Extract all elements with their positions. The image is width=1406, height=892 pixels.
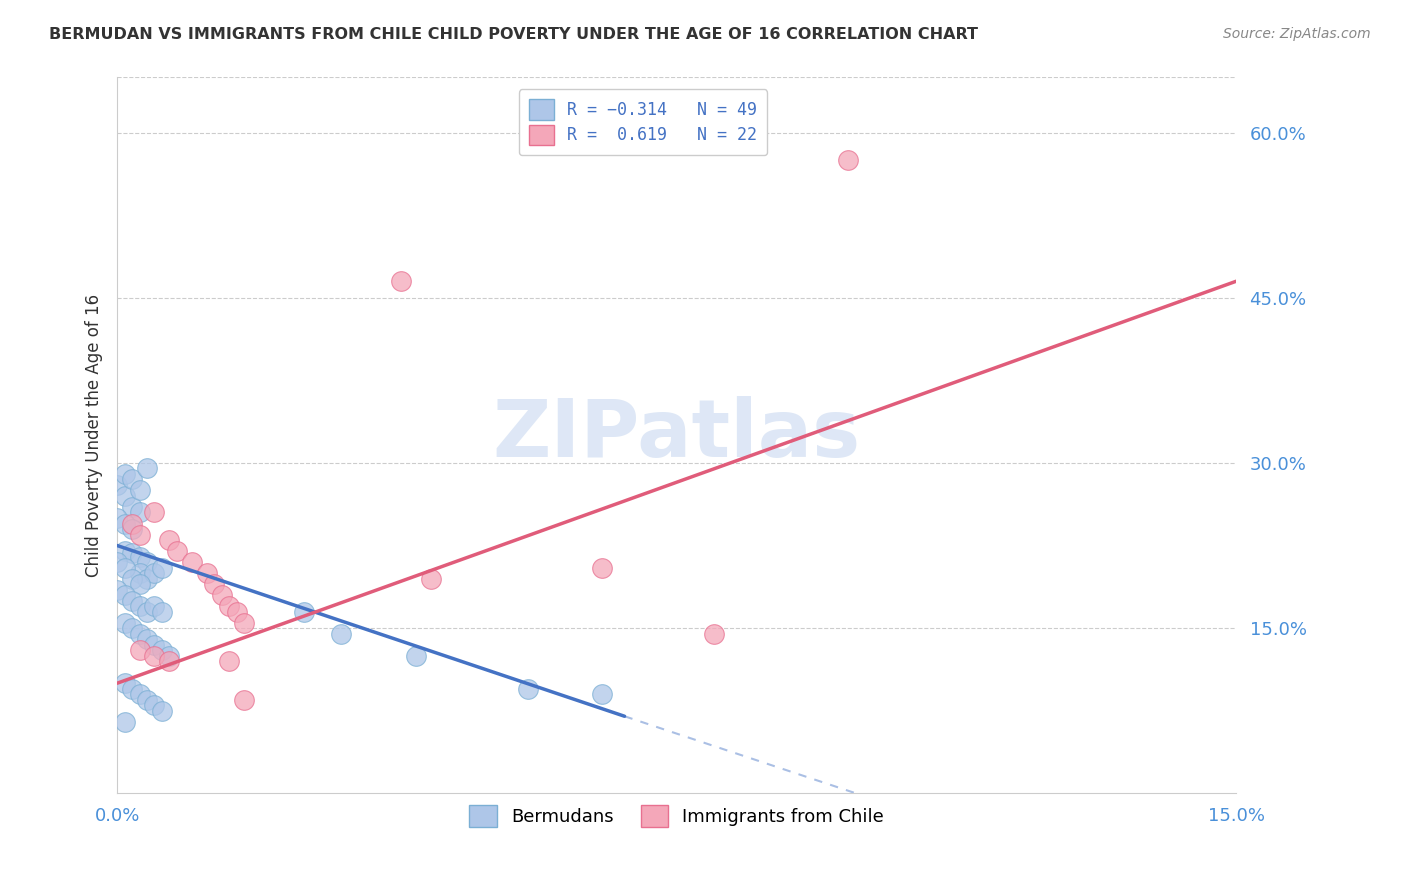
Point — [233, 615, 256, 630]
Point — [225, 605, 247, 619]
Point — [150, 704, 173, 718]
Point — [114, 676, 136, 690]
Y-axis label: Child Poverty Under the Age of 16: Child Poverty Under the Age of 16 — [86, 293, 103, 577]
Point — [121, 546, 143, 560]
Point — [143, 698, 166, 713]
Point — [128, 506, 150, 520]
Text: BERMUDAN VS IMMIGRANTS FROM CHILE CHILD POVERTY UNDER THE AGE OF 16 CORRELATION : BERMUDAN VS IMMIGRANTS FROM CHILE CHILD … — [49, 27, 979, 42]
Point — [105, 555, 128, 569]
Point — [166, 544, 188, 558]
Point — [136, 692, 159, 706]
Point — [419, 572, 441, 586]
Point — [128, 626, 150, 640]
Point — [218, 654, 240, 668]
Point — [591, 560, 613, 574]
Point — [703, 626, 725, 640]
Point — [330, 626, 353, 640]
Point — [389, 274, 412, 288]
Point — [150, 605, 173, 619]
Point — [150, 643, 173, 657]
Point — [128, 599, 150, 613]
Point — [128, 577, 150, 591]
Legend: Bermudans, Immigrants from Chile: Bermudans, Immigrants from Chile — [463, 798, 891, 834]
Point — [292, 605, 315, 619]
Point — [195, 566, 218, 580]
Point — [143, 638, 166, 652]
Point — [128, 549, 150, 564]
Point — [211, 588, 233, 602]
Text: ZIPatlas: ZIPatlas — [492, 396, 860, 475]
Point — [128, 527, 150, 541]
Point — [202, 577, 225, 591]
Point — [105, 478, 128, 492]
Point — [405, 648, 427, 663]
Point — [114, 467, 136, 481]
Point — [121, 522, 143, 536]
Point — [136, 572, 159, 586]
Point — [121, 516, 143, 531]
Point — [143, 599, 166, 613]
Point — [114, 489, 136, 503]
Point — [143, 506, 166, 520]
Point — [157, 654, 180, 668]
Point — [114, 560, 136, 574]
Point — [121, 621, 143, 635]
Point — [121, 681, 143, 696]
Point — [150, 560, 173, 574]
Point — [121, 473, 143, 487]
Point — [114, 516, 136, 531]
Point — [180, 555, 202, 569]
Point — [136, 555, 159, 569]
Point — [837, 153, 859, 167]
Point — [114, 544, 136, 558]
Point — [143, 648, 166, 663]
Point — [218, 599, 240, 613]
Point — [105, 511, 128, 525]
Text: Source: ZipAtlas.com: Source: ZipAtlas.com — [1223, 27, 1371, 41]
Point — [128, 643, 150, 657]
Point — [105, 582, 128, 597]
Point — [233, 692, 256, 706]
Point — [128, 687, 150, 701]
Point — [121, 593, 143, 607]
Point — [136, 632, 159, 647]
Point — [516, 681, 538, 696]
Point — [114, 615, 136, 630]
Point — [114, 714, 136, 729]
Point — [121, 500, 143, 514]
Point — [114, 588, 136, 602]
Point — [121, 572, 143, 586]
Point — [136, 605, 159, 619]
Point — [128, 566, 150, 580]
Point — [157, 533, 180, 547]
Point — [136, 461, 159, 475]
Point — [591, 687, 613, 701]
Point — [143, 566, 166, 580]
Point — [157, 648, 180, 663]
Point — [128, 483, 150, 498]
